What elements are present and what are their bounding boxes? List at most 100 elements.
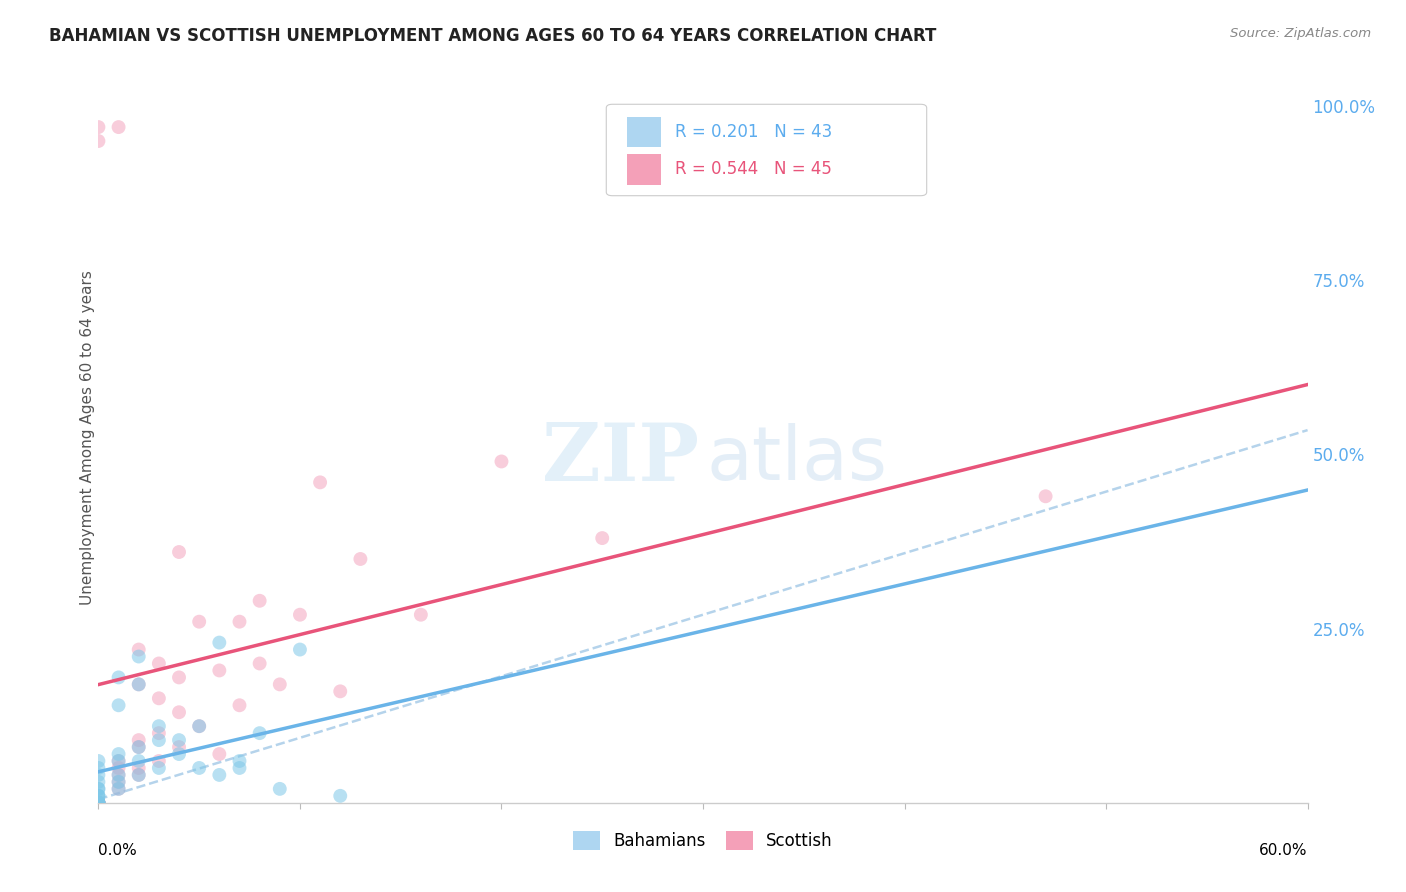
Point: [188, 719, 211, 733]
FancyBboxPatch shape: [627, 117, 661, 147]
Point: [87, 781, 110, 796]
Point: [249, 594, 271, 608]
Point: [329, 789, 352, 803]
Y-axis label: Unemployment Among Ages 60 to 64 years: Unemployment Among Ages 60 to 64 years: [80, 269, 94, 605]
Point: [87, 768, 110, 782]
Text: R = 0.201   N = 43: R = 0.201 N = 43: [675, 123, 832, 141]
Point: [228, 754, 250, 768]
Point: [249, 657, 271, 671]
Text: 60.0%: 60.0%: [1260, 843, 1308, 858]
Point: [87, 796, 110, 810]
Text: ZIP: ZIP: [543, 420, 699, 498]
Point: [87, 796, 110, 810]
Point: [107, 761, 129, 775]
Point: [107, 775, 129, 789]
Point: [188, 615, 211, 629]
Point: [107, 754, 129, 768]
Point: [288, 642, 311, 657]
Point: [87, 789, 110, 803]
FancyBboxPatch shape: [606, 104, 927, 195]
Legend: Bahamians, Scottish: Bahamians, Scottish: [567, 824, 839, 856]
Point: [148, 719, 170, 733]
Point: [107, 754, 129, 768]
Point: [87, 754, 110, 768]
Point: [87, 134, 110, 148]
Point: [269, 677, 291, 691]
Point: [107, 775, 129, 789]
Point: [128, 761, 150, 775]
Point: [128, 733, 150, 747]
Point: [87, 781, 110, 796]
Point: [107, 781, 129, 796]
Point: [1035, 489, 1057, 503]
Point: [167, 747, 190, 761]
Point: [107, 120, 129, 134]
Point: [87, 789, 110, 803]
Point: [167, 545, 190, 559]
Point: [107, 698, 129, 713]
Point: [208, 635, 231, 649]
Point: [288, 607, 311, 622]
Point: [87, 761, 110, 775]
Point: [87, 796, 110, 810]
Point: [167, 740, 190, 755]
Point: [107, 768, 129, 782]
Point: [228, 761, 250, 775]
Text: atlas: atlas: [707, 423, 887, 496]
Point: [87, 796, 110, 810]
Point: [87, 789, 110, 803]
Point: [188, 761, 211, 775]
Point: [87, 796, 110, 810]
Point: [87, 775, 110, 789]
Point: [188, 719, 211, 733]
Point: [148, 657, 170, 671]
Point: [87, 120, 110, 134]
Point: [128, 768, 150, 782]
Point: [87, 796, 110, 810]
Text: Source: ZipAtlas.com: Source: ZipAtlas.com: [1230, 27, 1371, 40]
Point: [148, 733, 170, 747]
Point: [249, 726, 271, 740]
Point: [148, 726, 170, 740]
Point: [228, 615, 250, 629]
Point: [128, 740, 150, 755]
Point: [128, 740, 150, 755]
Point: [148, 691, 170, 706]
Point: [107, 768, 129, 782]
Text: 0.0%: 0.0%: [98, 843, 138, 858]
Point: [87, 796, 110, 810]
Point: [409, 607, 432, 622]
Point: [167, 670, 190, 684]
Point: [309, 475, 332, 490]
Point: [128, 768, 150, 782]
Point: [87, 796, 110, 810]
Point: [87, 796, 110, 810]
Text: R = 0.544   N = 45: R = 0.544 N = 45: [675, 161, 832, 178]
Point: [128, 677, 150, 691]
Point: [128, 642, 150, 657]
Point: [107, 781, 129, 796]
Point: [208, 768, 231, 782]
Point: [107, 670, 129, 684]
Point: [349, 552, 371, 566]
Point: [167, 705, 190, 719]
Point: [87, 796, 110, 810]
Point: [591, 531, 613, 545]
FancyBboxPatch shape: [627, 154, 661, 185]
Point: [87, 796, 110, 810]
Point: [491, 454, 513, 468]
Point: [208, 664, 231, 678]
Point: [148, 761, 170, 775]
Point: [228, 698, 250, 713]
Point: [128, 754, 150, 768]
Point: [329, 684, 352, 698]
Point: [148, 754, 170, 768]
Point: [128, 677, 150, 691]
Point: [269, 781, 291, 796]
Point: [87, 796, 110, 810]
Point: [87, 796, 110, 810]
Point: [128, 649, 150, 664]
Text: BAHAMIAN VS SCOTTISH UNEMPLOYMENT AMONG AGES 60 TO 64 YEARS CORRELATION CHART: BAHAMIAN VS SCOTTISH UNEMPLOYMENT AMONG …: [49, 27, 936, 45]
Point: [208, 747, 231, 761]
Point: [167, 733, 190, 747]
